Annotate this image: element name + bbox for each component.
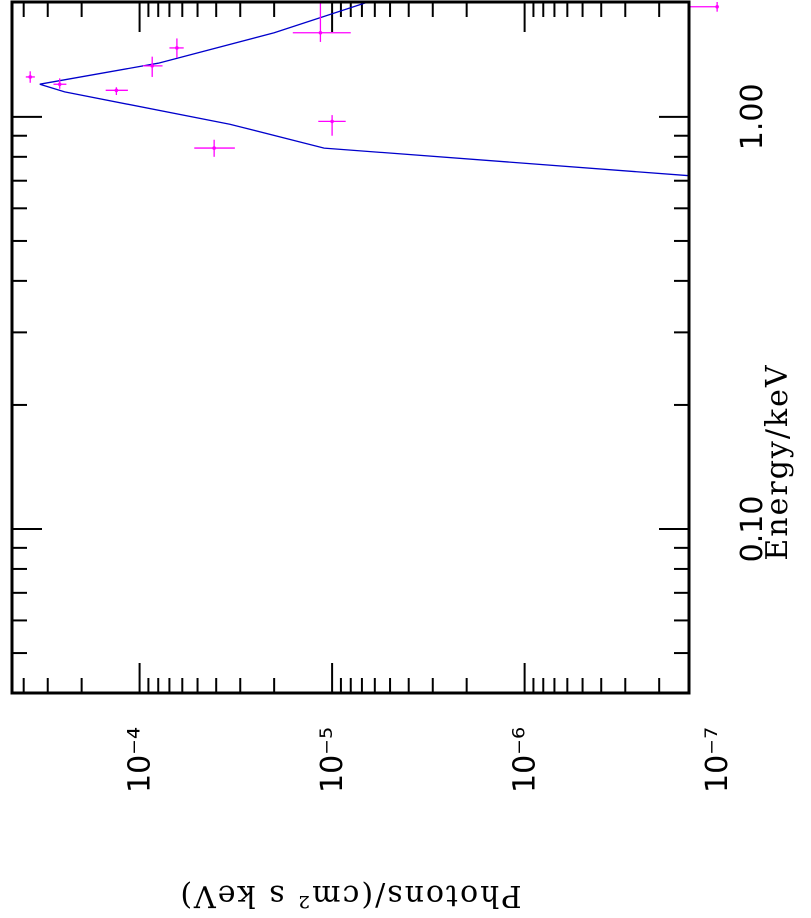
data-point [143,56,163,77]
plot-frame [10,0,691,695]
data-point [53,78,67,89]
energy-tick-label: 1.00 [735,83,770,150]
axis-ticks [12,2,689,694]
data-point-marker [175,46,179,50]
data-point [105,87,128,96]
data-point [25,71,35,83]
flux-tick-label: 10⁻⁷ [700,727,735,793]
flux-tick-label: 10⁻⁵ [315,727,350,793]
energy-tick-label: 0.10 [735,496,770,563]
data-series [25,1,719,177]
data-point-marker [28,75,33,79]
flux-tick-label: 10⁻⁴ [123,727,158,793]
tick-labels: 0.10 1.00 10⁻⁴ 10⁻⁵ 10⁻⁶ 10⁻⁷ [123,83,770,793]
data-point-marker [715,4,719,9]
data-point-marker [114,88,119,93]
flux-tick-label: 10⁻⁶ [508,727,543,793]
data-point-marker [330,119,334,124]
data-point [292,2,351,42]
data-point-marker [318,30,323,35]
data-point [318,115,346,136]
model-line [39,1,690,177]
data-point-marker [57,82,62,87]
data-point [689,2,719,12]
data-point [169,38,184,58]
data-point-marker [150,64,155,68]
data-point [194,139,235,157]
x-axis-title: Energy/keV [760,363,795,560]
data-point-marker [212,146,216,150]
y-axis-title: Photons/(cm² s keV) [178,878,521,913]
